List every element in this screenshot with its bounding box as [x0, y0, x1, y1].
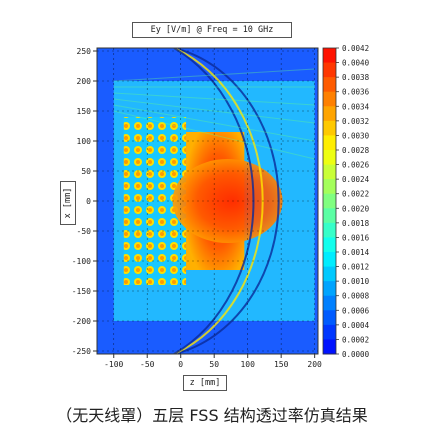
colorbar-tick-label: 0.0016: [342, 233, 370, 242]
colorbar: 0.0042 0.0040 0.0038 0.0036 0.0034 0.0032 0.00…: [322, 44, 370, 359]
colorbar-tick-label: 0.0018: [342, 219, 370, 228]
colorbar-swatch: [323, 164, 336, 180]
y-tick-label: -150: [72, 287, 91, 296]
y-tick-label: -50: [77, 227, 92, 236]
colorbar-tick-label: 0.0030: [342, 131, 370, 140]
colorbar-swatch: [323, 324, 336, 340]
colorbar-swatch: [323, 295, 336, 311]
x-tick-label: -100: [104, 360, 123, 369]
colorbar-swatch: [323, 222, 336, 238]
colorbar-tick-label: 0.0002: [342, 335, 369, 344]
y-tick-label: 250: [77, 47, 92, 56]
colorbar-tick-label: 0.0024: [342, 175, 370, 184]
figure-caption: （无天线罩）五层 FSS 结构透过率仿真结果: [56, 406, 368, 425]
colorbar-tick-label: 0.0038: [342, 73, 370, 82]
y-axis-label-text: x [mm]: [63, 187, 73, 219]
colorbar-swatch: [323, 106, 336, 122]
y-tick-label: -250: [72, 347, 91, 356]
y-tick-label: -100: [72, 257, 91, 266]
colorbar-tick-label: 0.0014: [342, 248, 370, 257]
colorbar-tick-label: 0.0032: [342, 117, 369, 126]
colorbar-swatch: [323, 77, 336, 93]
colorbar-tick-label: 0.0022: [342, 190, 369, 199]
colorbar-swatch: [323, 266, 336, 282]
x-tick-label: 200: [307, 360, 322, 369]
y-tick-label: 100: [77, 137, 92, 146]
colorbar-tick-label: 0.0004: [342, 321, 370, 330]
colorbar-tick-label: 0.0042: [342, 44, 369, 53]
colorbar-tick-label: 0.0010: [342, 277, 370, 286]
colorbar-swatch: [323, 237, 336, 253]
colorbar-swatch: [323, 91, 336, 107]
colorbar-swatch: [323, 62, 336, 78]
colorbar-tick-label: 0.0040: [342, 59, 370, 68]
colorbar-swatch: [323, 120, 336, 136]
y-tick-label: 200: [77, 77, 92, 86]
colorbar-swatch: [323, 310, 336, 326]
colorbar-swatch: [323, 193, 336, 209]
colorbar-tick-label: 0.0008: [342, 292, 370, 301]
colorbar-swatch: [323, 252, 336, 268]
x-tick-label: -50: [140, 360, 155, 369]
x-tick-label: 100: [240, 360, 255, 369]
colorbar-swatch: [323, 48, 336, 64]
axes: -100 -50 0 50 100 150 200 250 200 150 100 50 0 -50 -10…: [72, 47, 322, 369]
colorbar-tick-label: 0.0000: [342, 350, 370, 359]
y-tick-label: -200: [72, 317, 91, 326]
colorbar-tick-label: 0.0034: [342, 102, 370, 111]
x-tick-label: 50: [209, 360, 219, 369]
colorbar-tick-label: 0.0036: [342, 88, 370, 97]
x-tick-label: 0: [178, 360, 183, 369]
colorbar-swatch: [323, 150, 336, 166]
chart-title: Ey [V/m] @ Freq = 10 GHz: [132, 22, 292, 38]
colorbar-tick-label: 0.0026: [342, 161, 370, 170]
colorbar-swatch: [323, 339, 336, 355]
colorbar-swatch: [323, 281, 336, 297]
colorbar-swatch: [323, 179, 336, 195]
colorbar-frame: [322, 47, 337, 355]
colorbar-swatch: [323, 135, 336, 151]
y-tick-label: 150: [77, 107, 92, 116]
colorbar-tick-label: 0.0028: [342, 146, 370, 155]
y-tick-label: 0: [86, 197, 91, 206]
x-tick-label: 150: [274, 360, 289, 369]
colorbar-tick-label: 0.0006: [342, 306, 370, 315]
colorbar-tick-label: 0.0020: [342, 204, 370, 213]
y-axis-label: x [mm]: [60, 181, 76, 225]
colorbar-tick-label: 0.0012: [342, 263, 369, 272]
colorbar-swatch: [323, 208, 336, 224]
y-tick-label: 50: [81, 167, 91, 176]
x-axis-label: z [mm]: [183, 375, 227, 391]
